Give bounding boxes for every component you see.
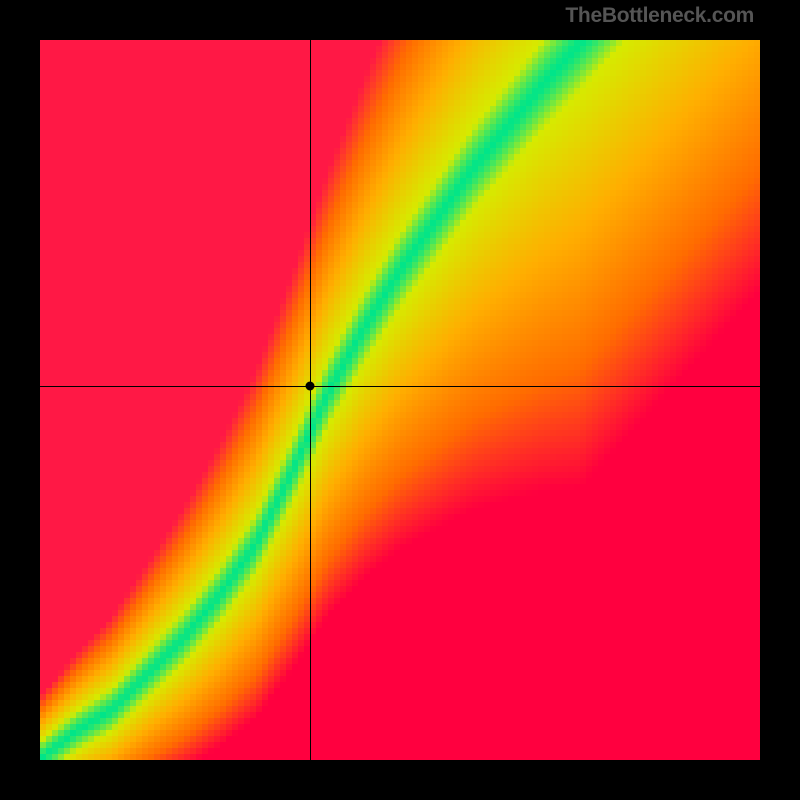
crosshair-vertical (310, 40, 311, 760)
heatmap-canvas (40, 40, 760, 760)
heatmap-plot (40, 40, 760, 760)
crosshair-horizontal (40, 386, 760, 387)
crosshair-marker (306, 381, 315, 390)
watermark: TheBottleneck.com (565, 4, 754, 28)
